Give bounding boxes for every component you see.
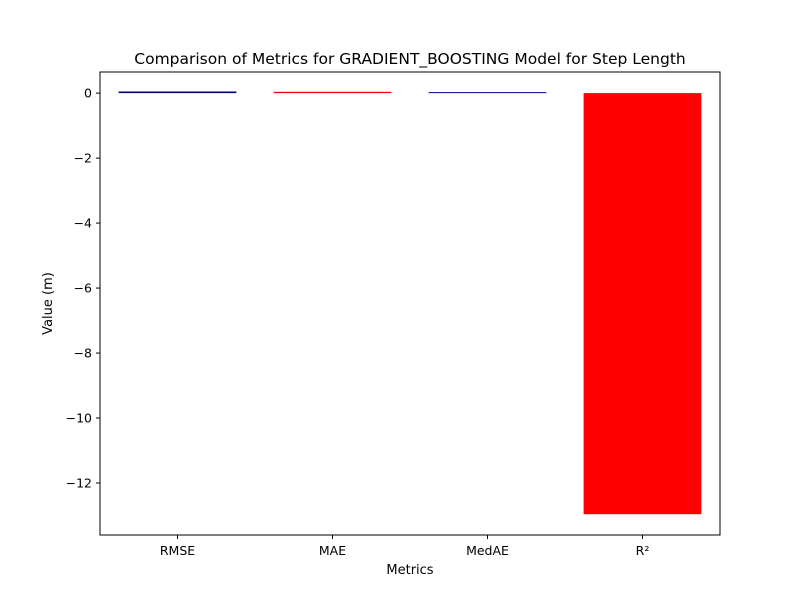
bar-medae — [428, 92, 547, 94]
bar-rmse — [118, 91, 237, 94]
y-tick-label: 0 — [84, 86, 92, 101]
y-tick-label: −10 — [66, 411, 92, 426]
x-tick-label: MAE — [319, 543, 346, 558]
y-tick-label: −4 — [74, 216, 92, 231]
x-axis: RMSE MAE MedAE R² — [160, 535, 650, 558]
chart-title: Comparison of Metrics for GRADIENT_BOOST… — [134, 50, 685, 69]
bar-r — [583, 93, 702, 515]
y-axis: 0 −2 −4 −6 −8 −10 −12 — [66, 86, 100, 491]
y-tick-label: −12 — [66, 476, 92, 491]
plot-frame — [99, 71, 721, 536]
x-tick-label: R² — [636, 543, 650, 558]
bar-mae — [273, 91, 392, 94]
x-axis-label: Metrics — [386, 563, 433, 578]
y-axis-label: Value (m) — [41, 272, 56, 335]
x-tick-label: RMSE — [160, 543, 195, 558]
y-tick-label: −8 — [74, 346, 92, 361]
bars-group — [118, 91, 702, 515]
y-tick-label: −6 — [74, 281, 92, 296]
x-tick-label: MedAE — [466, 543, 509, 558]
y-tick-label: −2 — [74, 151, 92, 166]
